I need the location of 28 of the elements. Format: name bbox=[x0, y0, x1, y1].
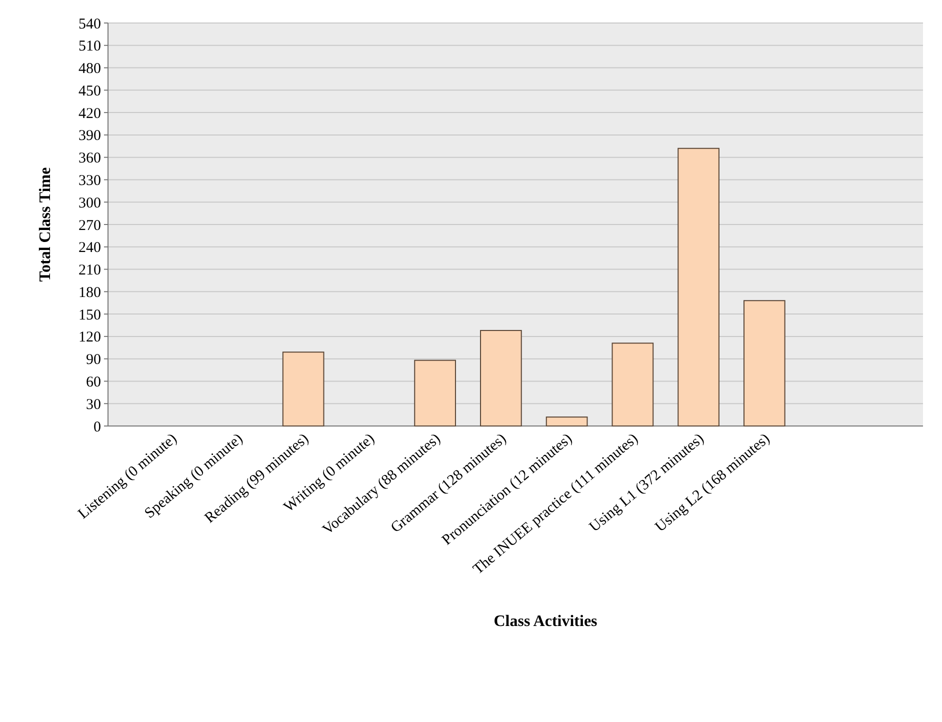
y-tick-label: 420 bbox=[78, 106, 101, 122]
y-tick-label: 90 bbox=[86, 352, 101, 368]
bar bbox=[282, 352, 324, 426]
bar bbox=[480, 330, 522, 426]
y-tick-label: 240 bbox=[78, 240, 101, 256]
y-tick-label: 150 bbox=[78, 307, 101, 324]
y-tick-label: 270 bbox=[78, 218, 101, 234]
y-tick-label: 450 bbox=[78, 83, 101, 100]
y-tick-label: 180 bbox=[78, 284, 101, 301]
bar bbox=[546, 416, 588, 426]
y-tick-label: 360 bbox=[78, 150, 101, 167]
y-tick-label: 390 bbox=[78, 128, 101, 144]
y-tick-label: 330 bbox=[78, 172, 101, 189]
y-tick-label: 480 bbox=[78, 61, 101, 78]
y-axis-title: Total Class Time bbox=[37, 167, 54, 282]
y-tick-label: 60 bbox=[86, 374, 101, 390]
bar bbox=[612, 342, 654, 426]
bar bbox=[743, 300, 786, 426]
x-axis-title: Class Activities bbox=[494, 613, 598, 630]
bar bbox=[414, 360, 456, 426]
y-tick-label: 0 bbox=[94, 419, 101, 436]
y-tick-label: 510 bbox=[78, 38, 101, 55]
y-tick-label: 300 bbox=[78, 195, 101, 212]
bar bbox=[678, 148, 720, 426]
y-tick-label: 540 bbox=[78, 16, 101, 32]
y-tick-label: 120 bbox=[78, 330, 101, 346]
y-tick-label: 210 bbox=[78, 262, 101, 279]
y-tick-label: 30 bbox=[86, 396, 101, 413]
